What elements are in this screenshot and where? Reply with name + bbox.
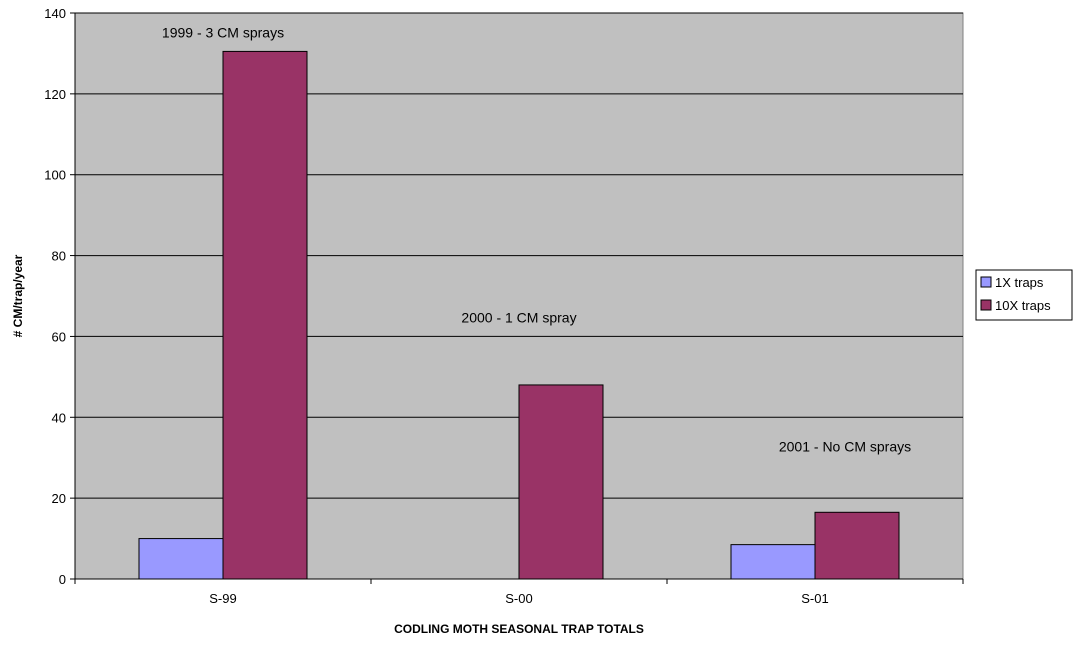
bar-10x-traps-s-00	[518, 384, 604, 580]
x-axis-title: CODLING MOTH SEASONAL TRAP TOTALS	[394, 622, 644, 636]
y-tick-label: 40	[52, 410, 66, 425]
x-tick-labels: S-99 S-00 S-01	[209, 591, 828, 606]
y-axis-title: # CM/trap/year	[11, 254, 25, 337]
y-tick-labels: 0 20 40 60 80 100 120 140	[44, 6, 66, 587]
y-tick-label: 60	[52, 329, 66, 344]
legend-swatch-10x	[980, 299, 992, 311]
bars	[138, 50, 900, 580]
x-tick-label: S-99	[209, 591, 236, 606]
annotations: 1999 - 3 CM sprays 2000 - 1 CM spray 2001 …	[162, 24, 911, 454]
y-tick-label: 120	[44, 87, 66, 102]
y-tick-label: 100	[44, 168, 66, 183]
legend-label-1x: 1X traps	[995, 275, 1044, 290]
bar-1x-traps-s-99	[138, 538, 224, 580]
annotation-s-01: 2001 - No CM sprays	[779, 439, 911, 455]
bar-10x-traps-s-01	[814, 511, 900, 580]
annotation-s-00: 2000 - 1 CM spray	[461, 309, 576, 325]
y-tick-label: 0	[59, 572, 66, 587]
y-tick-label: 20	[52, 491, 66, 506]
legend-swatch-1x	[980, 276, 992, 288]
x-tick-label: S-01	[801, 591, 828, 606]
bar-10x-traps-s-99	[222, 50, 308, 580]
y-tick-label: 140	[44, 6, 66, 21]
legend-label-10x: 10X traps	[995, 298, 1051, 313]
x-tick-label: S-00	[505, 591, 532, 606]
bar-1x-traps-s-01	[730, 544, 816, 580]
axes	[70, 12, 964, 584]
annotation-s-99: 1999 - 3 CM sprays	[162, 24, 284, 40]
y-tick-label: 80	[52, 249, 66, 264]
legend: 1X traps 10X traps	[975, 269, 1073, 321]
legend-box	[975, 269, 1073, 321]
